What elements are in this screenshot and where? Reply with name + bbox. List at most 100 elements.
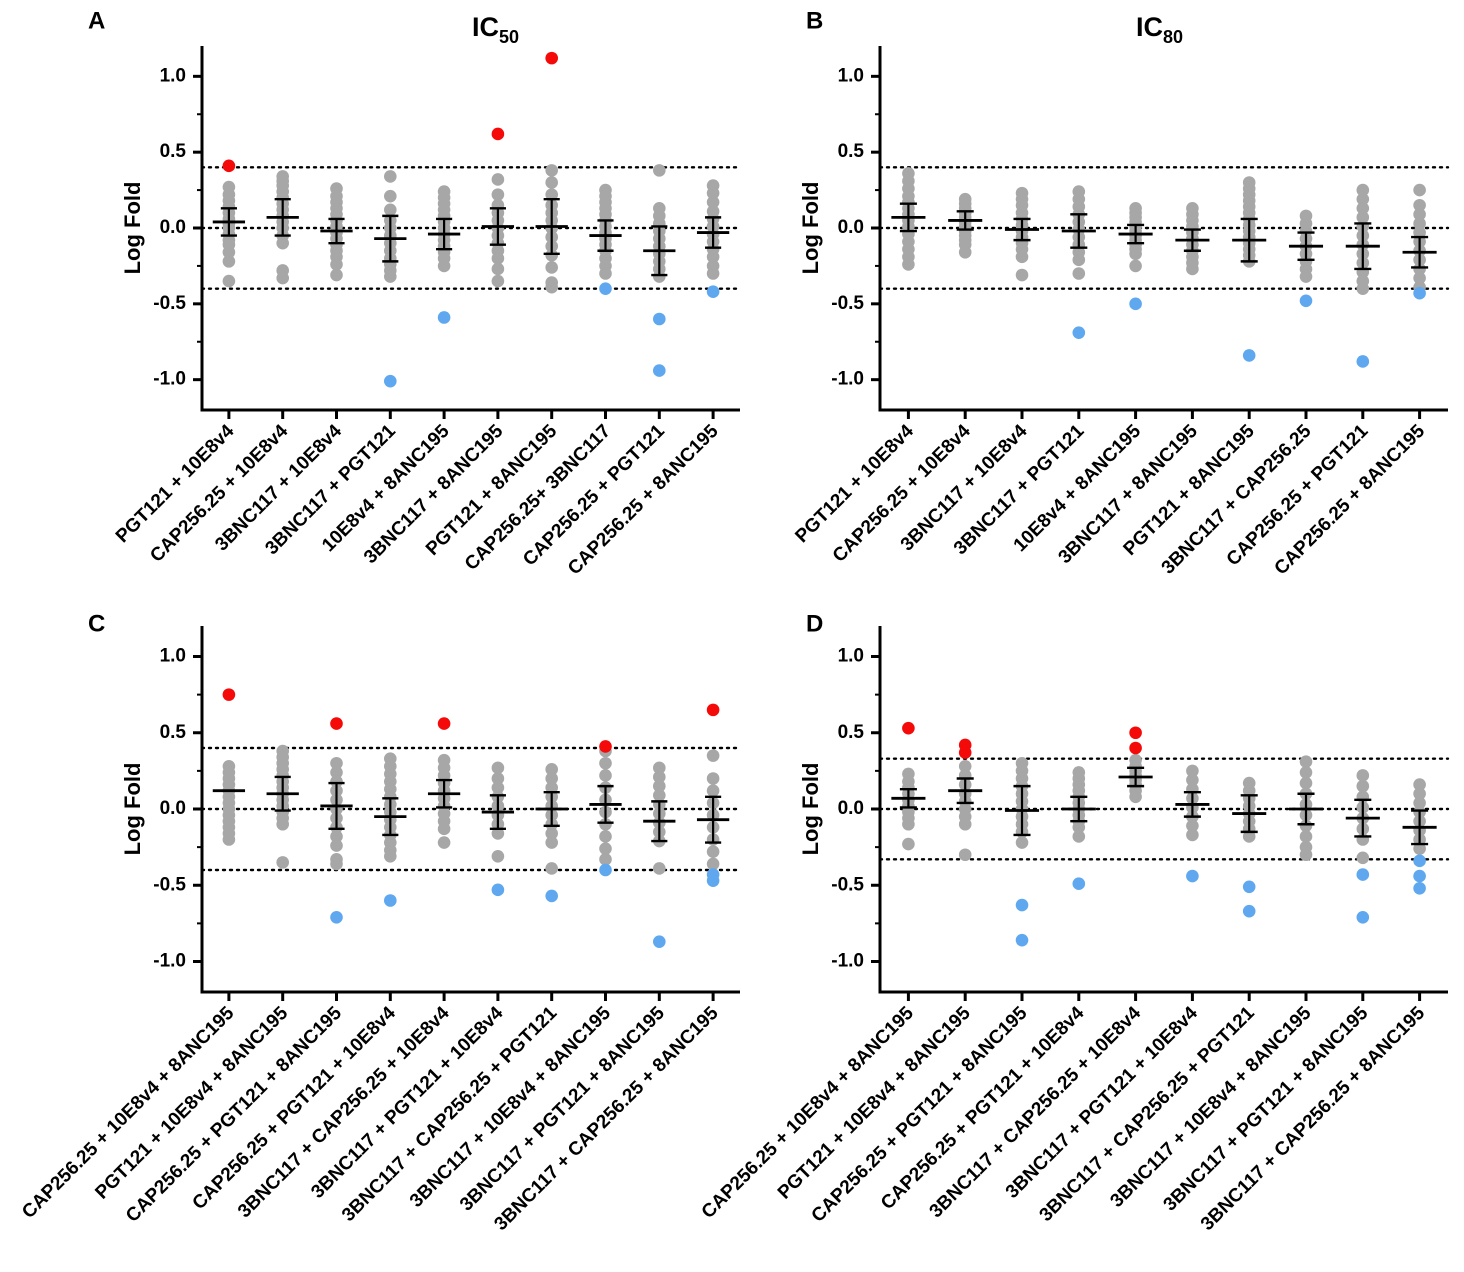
gray-point — [599, 769, 612, 782]
gray-point — [1356, 183, 1370, 197]
gray-point — [706, 250, 720, 264]
gray-point — [902, 837, 915, 851]
gray-point — [330, 830, 343, 843]
gray-point — [1356, 779, 1370, 793]
gray-point — [653, 270, 666, 283]
gray-point — [1129, 247, 1142, 261]
gray-point — [545, 772, 558, 785]
blue-point — [653, 935, 666, 948]
y-tick-label: 1.0 — [160, 65, 186, 86]
panel-title: IC50 — [472, 12, 519, 47]
gray-point — [545, 261, 558, 274]
category-group — [1175, 764, 1210, 883]
y-tick-label: 1.0 — [160, 646, 186, 667]
gray-point — [222, 833, 236, 846]
x-tick-label: 3BNC117 + 10E8v4 + 8ANC195 — [1106, 1002, 1315, 1211]
gray-point — [1072, 830, 1086, 843]
gray-point — [545, 781, 558, 794]
gray-point — [545, 836, 558, 849]
gray-point — [1413, 226, 1426, 239]
y-tick-label: -1.0 — [153, 951, 186, 972]
blue-point — [653, 312, 666, 326]
category-group — [1288, 209, 1324, 308]
gray-point — [330, 857, 343, 871]
red-point — [706, 703, 720, 717]
gray-point — [706, 186, 720, 200]
panel-letter: B — [806, 7, 823, 34]
gray-point — [1072, 253, 1086, 267]
gray-point — [706, 845, 720, 858]
gray-point — [330, 756, 343, 770]
gray-point — [1413, 183, 1426, 197]
category-group — [481, 761, 515, 897]
category-group — [1061, 185, 1096, 339]
gray-point — [222, 245, 236, 259]
category-group — [643, 164, 676, 377]
gray-point — [1413, 208, 1426, 221]
gray-point — [491, 772, 505, 785]
category-group — [891, 167, 926, 271]
red-point — [222, 159, 236, 173]
gray-point — [222, 255, 236, 268]
category-group — [1402, 778, 1437, 895]
gray-point — [1015, 836, 1029, 849]
gray-point — [330, 268, 343, 282]
blue-point — [1129, 297, 1142, 311]
gray-point — [545, 176, 558, 189]
blue-point — [1299, 294, 1313, 308]
blue-point — [1413, 854, 1426, 868]
blue-point — [1242, 904, 1256, 918]
red-point — [437, 717, 451, 730]
category-group — [1004, 756, 1040, 947]
gray-point — [437, 836, 451, 849]
blue-point — [437, 311, 451, 324]
y-tick-label: 0.0 — [160, 217, 186, 238]
y-tick-label: -1.0 — [831, 369, 864, 390]
gray-point — [491, 188, 505, 201]
category-group — [212, 688, 246, 846]
panel-letter: D — [806, 610, 823, 637]
gray-point — [1413, 842, 1426, 855]
gray-point — [1413, 198, 1426, 212]
y-tick-label: -0.5 — [831, 874, 864, 895]
gray-point — [599, 756, 612, 770]
gray-point — [706, 749, 720, 762]
gray-point — [1129, 259, 1142, 273]
gray-point — [1299, 848, 1313, 862]
blue-point — [1072, 326, 1086, 339]
y-axis-label: Log Fold — [798, 763, 823, 856]
gray-point — [330, 775, 343, 788]
gray-point — [1015, 268, 1029, 282]
x-tick-label: CAP256.25 + PGT121 + 10E8v4 — [877, 1002, 1089, 1214]
category-group — [1061, 766, 1096, 891]
gray-point — [706, 195, 720, 209]
gray-point — [1072, 267, 1086, 280]
gray-point — [1129, 790, 1142, 804]
gray-point — [958, 848, 972, 862]
category-group — [1118, 201, 1153, 311]
y-axis-label: Log Fold — [798, 182, 823, 275]
gray-point — [545, 827, 558, 840]
red-point — [958, 746, 972, 759]
y-tick-label: 0.5 — [838, 722, 865, 743]
gray-point — [1186, 819, 1199, 833]
gray-point — [491, 262, 505, 276]
red-point — [545, 51, 558, 65]
category-group — [696, 179, 730, 299]
category-group — [1402, 183, 1437, 300]
gray-point — [1299, 819, 1313, 833]
category-group — [1118, 726, 1153, 804]
blue-point — [1356, 910, 1370, 924]
gray-point — [491, 827, 505, 840]
gray-point — [1356, 282, 1370, 295]
category-group — [1004, 186, 1040, 282]
blue-point — [706, 285, 720, 299]
x-tick-label: 3BNC117 + PGT121 + 8ANC195 — [1160, 1002, 1373, 1215]
category-group — [1232, 776, 1267, 918]
y-tick-label: 0.0 — [838, 798, 864, 819]
gray-point — [1015, 250, 1029, 264]
blue-point — [1356, 355, 1370, 368]
gray-point — [437, 259, 451, 273]
gray-point — [384, 189, 397, 203]
